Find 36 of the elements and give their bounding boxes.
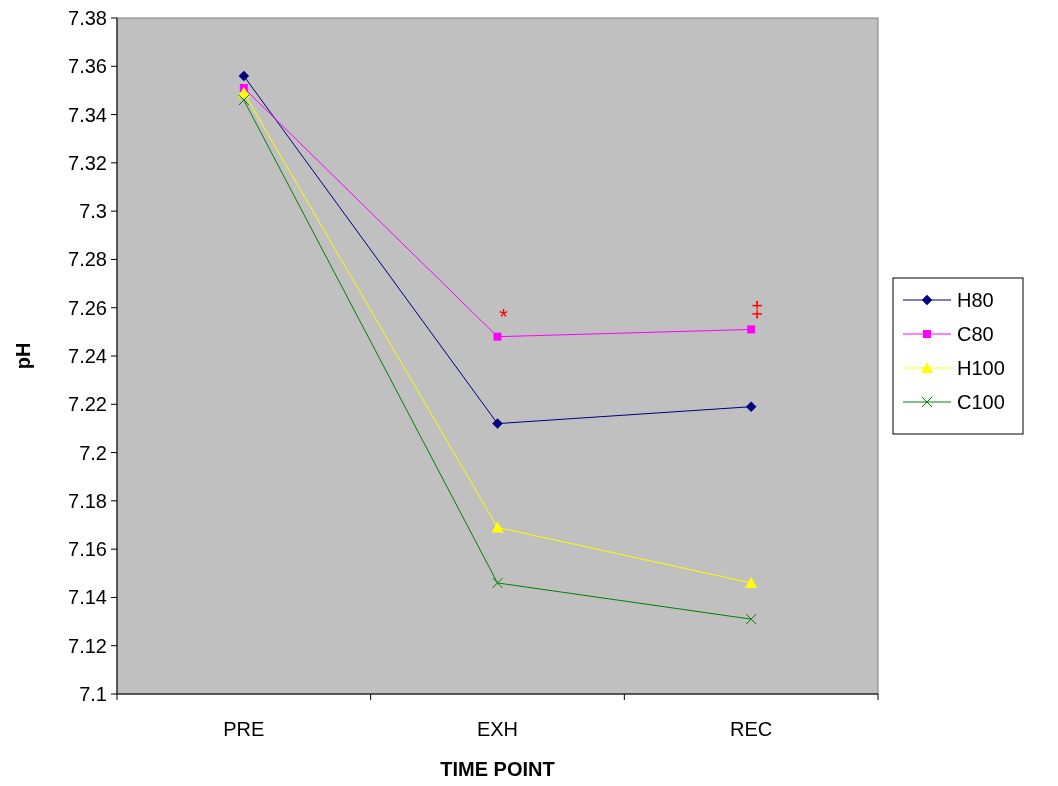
y-tick-label: 7.38 [68, 7, 107, 29]
annotation: * [499, 304, 509, 330]
legend-label: H100 [957, 357, 1005, 379]
annotation: ‡ [751, 297, 764, 323]
y-tick-label: 7.22 [68, 393, 107, 416]
y-tick-label: 7.14 [68, 586, 107, 609]
legend-label: C80 [957, 323, 994, 345]
y-axis-title: pH [12, 342, 34, 370]
point [492, 418, 503, 429]
y-tick-label: 7.26 [68, 296, 107, 319]
x-tick-label: PRE [223, 718, 265, 740]
point [493, 332, 502, 341]
x-axis-title: TIME POINT [440, 758, 555, 780]
y-tick-label: 7.24 [68, 345, 107, 367]
point [491, 521, 504, 533]
point [747, 325, 756, 334]
y-tick-label: 7.1 [79, 683, 107, 705]
x-tick-label: EXH [476, 718, 519, 740]
point [238, 94, 250, 106]
y-tick-label: 7.32 [68, 151, 107, 174]
y-tick-label: 7.3 [79, 200, 107, 223]
point [745, 401, 757, 412]
y-tick-label: 7.36 [68, 55, 107, 78]
legend-label: H80 [957, 289, 994, 311]
point [492, 577, 503, 589]
y-tick-label: 7.18 [68, 489, 107, 512]
y-tick-label: 7.12 [68, 634, 107, 657]
point [745, 576, 758, 588]
y-tick-label: 7.34 [68, 103, 107, 126]
point [238, 70, 250, 82]
y-tick-label: 7.2 [79, 441, 107, 464]
x-tick-label: REC [730, 718, 773, 740]
point [745, 613, 757, 625]
legend-label: C100 [957, 391, 1005, 413]
y-tick-label: 7.28 [68, 248, 107, 271]
y-tick-label: 7.16 [68, 538, 107, 561]
